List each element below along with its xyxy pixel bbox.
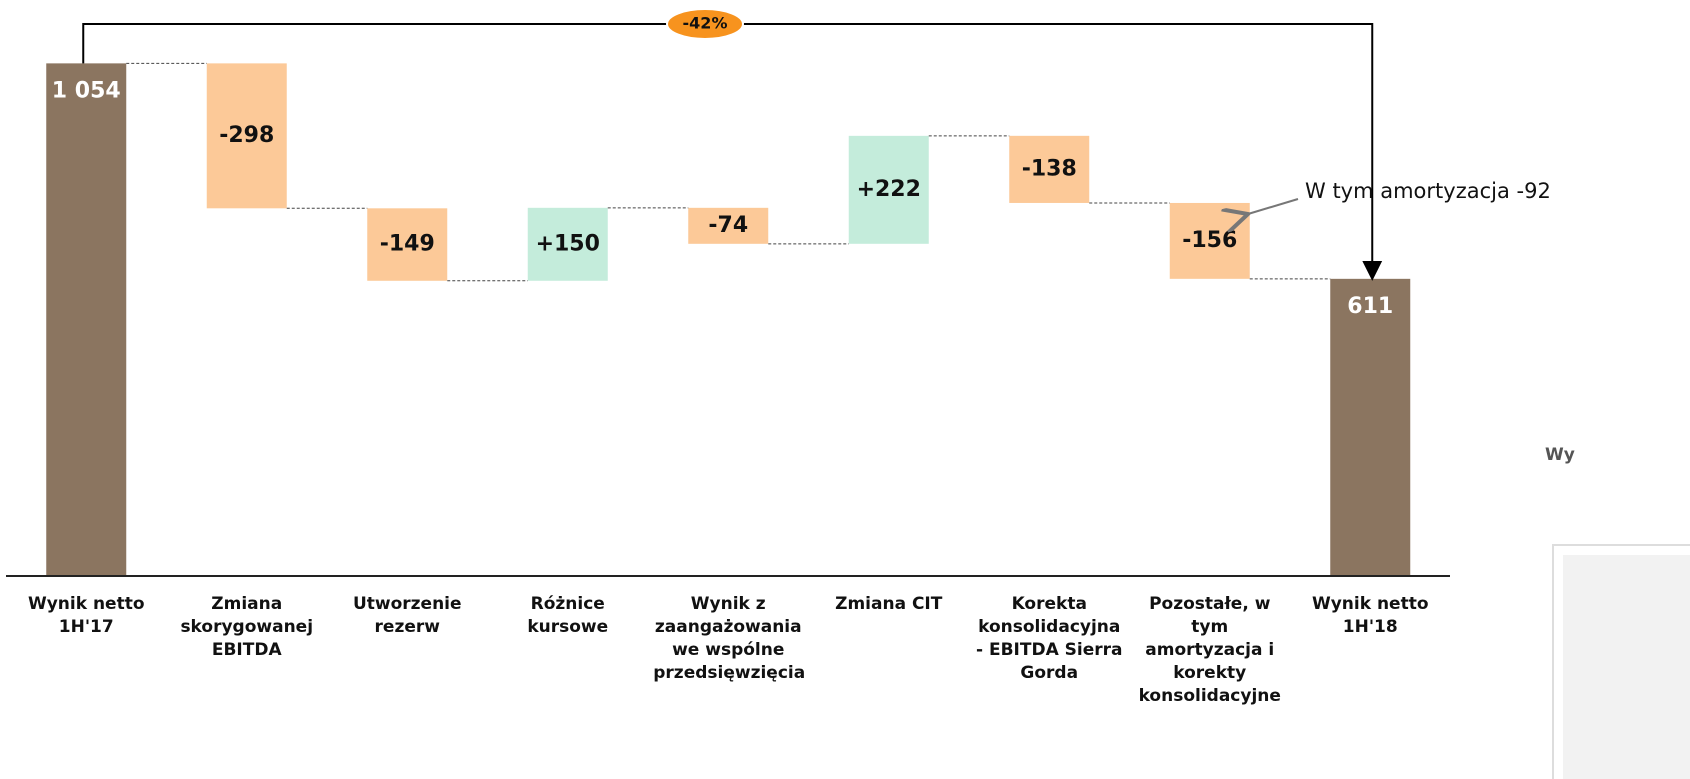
bar (848, 135, 929, 244)
bar (1009, 135, 1090, 203)
bar (1330, 278, 1411, 576)
side-panel-inner (1563, 555, 1690, 779)
value-label: +150 (536, 231, 600, 256)
category-label: Zmiana CIT (835, 594, 943, 614)
category-label: Wynik z zaangażowania we wspólne przedsi… (653, 594, 806, 683)
category-label: Korekta konsolidacyjna - EBITDA Sierra G… (976, 594, 1123, 683)
value-label: 1 054 (52, 78, 121, 103)
category-label: Pozostałe, w tym amortyzacja i korekty k… (1138, 594, 1281, 706)
value-label: -298 (219, 123, 274, 148)
category-label: Wynik netto 1H'17 (27, 594, 145, 637)
value-label: -74 (708, 213, 748, 238)
value-label: +222 (857, 177, 921, 202)
value-label: -138 (1022, 156, 1077, 181)
category-label: Zmiana skorygowanej EBITDA (180, 594, 314, 660)
value-label: -149 (380, 232, 435, 257)
bar (46, 63, 127, 576)
bar (688, 207, 769, 244)
annotation: W tym amortyzacja -92 (1305, 179, 1551, 203)
bar (206, 63, 287, 209)
change-label: -42% (683, 14, 728, 33)
category-label: Wynik netto 1H'18 (1311, 594, 1429, 637)
value-label: 611 (1347, 294, 1393, 319)
change-badge (666, 8, 744, 40)
value-label: -156 (1182, 228, 1237, 253)
bar (367, 208, 448, 281)
category-label: Utworzenie rezerw (352, 594, 462, 637)
annotation-arrow (1248, 198, 1299, 214)
bar (527, 207, 608, 281)
side-label: Wy (1545, 445, 1575, 465)
category-label: Różnice kursowe (527, 594, 609, 637)
